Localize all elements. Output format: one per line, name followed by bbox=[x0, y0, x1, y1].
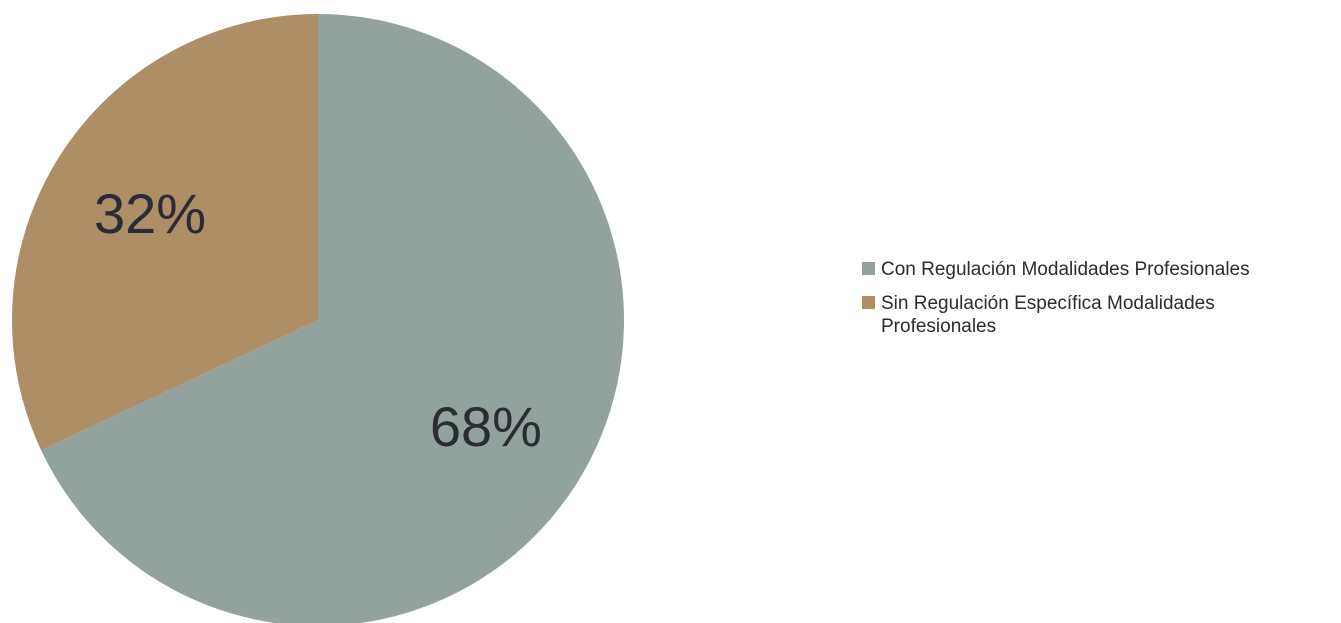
pie-slice-0 bbox=[41, 14, 624, 623]
legend-label-sin-regulacion: Sin Regulación Específica Modalidades Pr… bbox=[881, 293, 1215, 337]
pie-slice-label-1: 32% bbox=[94, 182, 206, 245]
legend-swatch-sin-regulacion bbox=[862, 296, 875, 309]
pie-slice-1 bbox=[11, 14, 318, 451]
pie-chart: 68% 32% bbox=[11, 14, 624, 623]
chart-legend: Con Regulación Modalidades Profesionales… bbox=[862, 258, 1332, 349]
legend-item-con-regulacion: Con Regulación Modalidades Profesionales bbox=[862, 258, 1332, 281]
legend-swatch-con-regulacion bbox=[862, 262, 875, 275]
pie-slice-labels: 68% 32% bbox=[94, 182, 542, 458]
pie-slices bbox=[11, 14, 624, 623]
legend-item-sin-regulacion: Sin Regulación Específica Modalidades Pr… bbox=[862, 292, 1332, 338]
pie-slice-label-0: 68% bbox=[430, 395, 542, 458]
legend-label-con-regulacion: Con Regulación Modalidades Profesionales bbox=[881, 259, 1250, 280]
